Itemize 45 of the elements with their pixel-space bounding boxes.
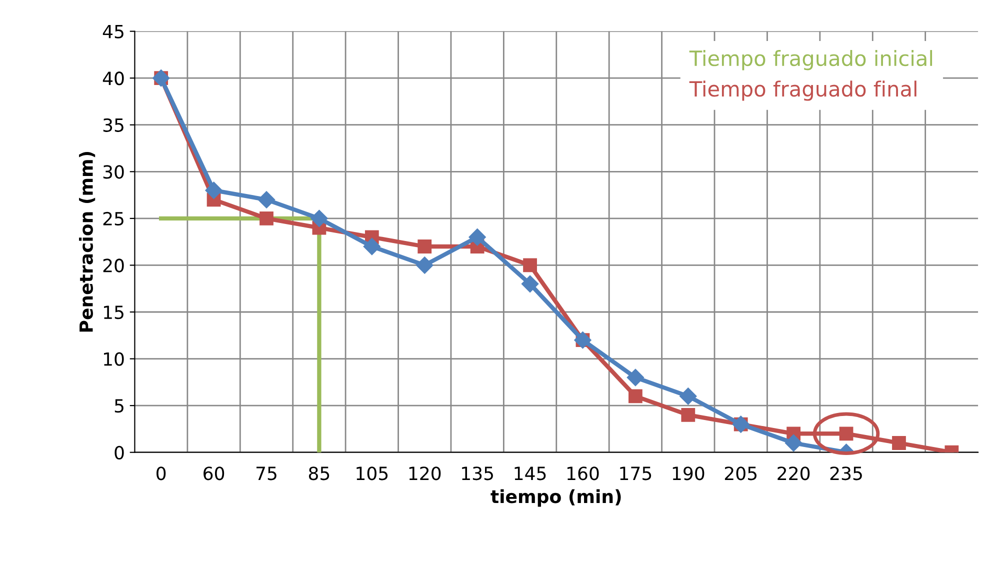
y-tick-label: 0: [114, 446, 124, 460]
point: [626, 368, 644, 386]
y-tick-label: 40: [102, 72, 124, 86]
x-tick-label: 75: [256, 466, 276, 480]
point: [258, 191, 276, 208]
x-tick-label: 205: [724, 466, 757, 480]
point: [363, 238, 380, 256]
point: [892, 436, 906, 450]
x-tick-label: 220: [778, 466, 810, 480]
point: [839, 426, 854, 441]
x-tick-label: 190: [672, 466, 704, 480]
point: [521, 275, 539, 292]
x-tick-label: 120: [409, 466, 441, 480]
y-tick-label: 45: [102, 24, 124, 38]
y-tick-label: 5: [114, 399, 124, 413]
x-tick-label: 105: [356, 466, 388, 480]
x-tick-label: 235: [830, 466, 862, 480]
y-tick-label: 30: [103, 165, 124, 179]
x-tick-label: 145: [514, 466, 546, 480]
x-tick-label: 0: [156, 466, 166, 480]
point: [416, 256, 434, 274]
y-tick-label: 10: [104, 352, 124, 366]
x-tick-label: 135: [462, 466, 493, 480]
x-tick-label: 85: [308, 466, 330, 480]
x-tick-label: 60: [204, 466, 224, 480]
point: [785, 434, 802, 452]
y-tick-label: 35: [103, 118, 124, 132]
x-tick-label: 160: [567, 466, 599, 480]
text: Tiempo fraguado final: [689, 80, 916, 101]
y-axis-title: Penetracion (mm): [79, 152, 96, 332]
point: [523, 258, 537, 272]
point: [680, 388, 697, 405]
x-axis-title: tiempo (min): [490, 489, 621, 507]
x-tick-label: 175: [620, 466, 652, 480]
point: [628, 389, 642, 404]
text: Tiempo fraguado inicial: [689, 50, 932, 70]
y-tick-label: 25: [103, 212, 124, 226]
point: [681, 408, 696, 422]
y-tick-label: 15: [104, 306, 124, 320]
point: [418, 240, 432, 254]
y-tick-label: 20: [103, 258, 124, 272]
point: [205, 182, 222, 199]
point: [310, 210, 328, 227]
point: [468, 228, 486, 246]
point: [260, 211, 274, 226]
